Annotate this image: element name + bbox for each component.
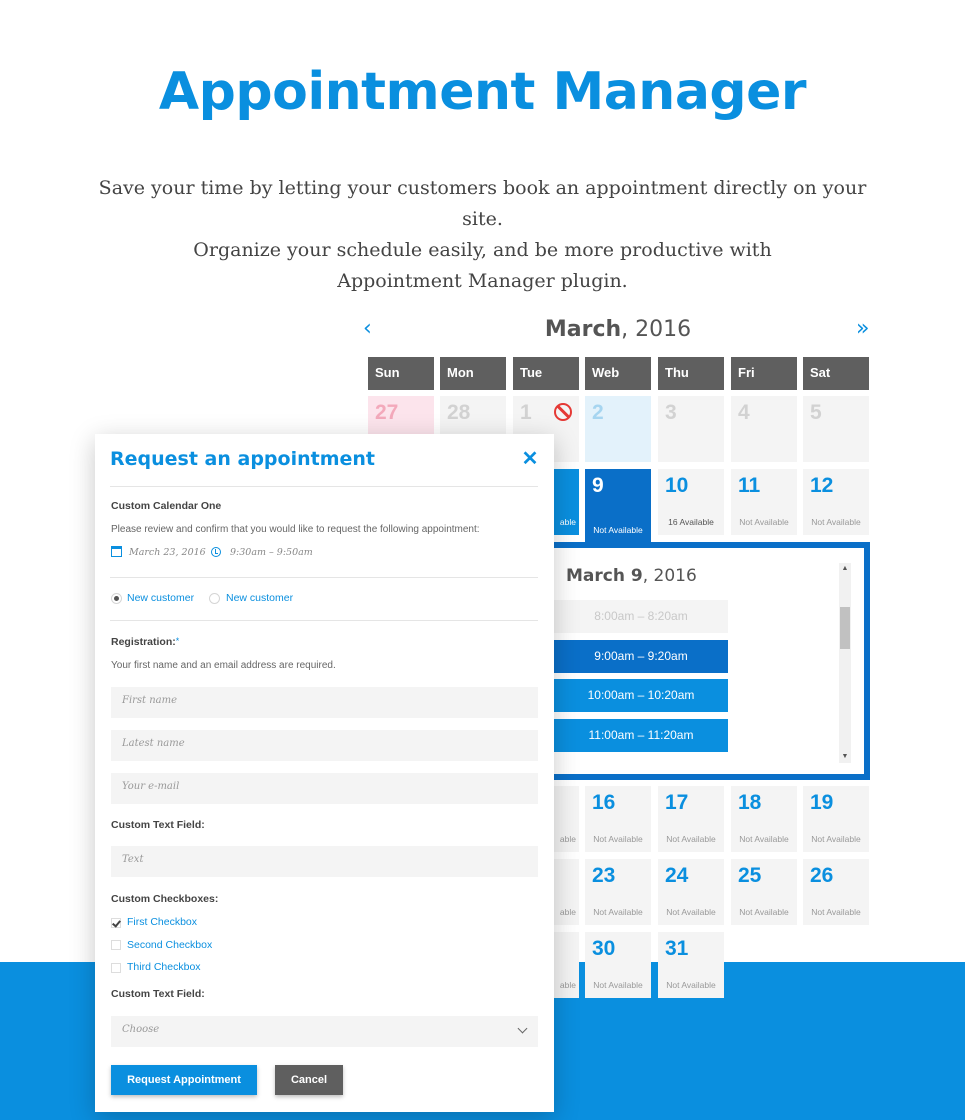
request-appointment-button[interactable]: Request Appointment [111,1065,257,1095]
request-appointment-modal: Request an appointment ✕ Custom Calendar… [95,434,554,1112]
appointment-date: March 23, 2016 [129,547,206,558]
custom-text-input[interactable]: Text [111,846,538,877]
weekday-fri: Fri [731,357,797,390]
subtitle-line-1: Save your time by letting your customers… [98,177,867,230]
email-input[interactable]: Your e-mail [111,773,538,804]
divider [110,486,538,487]
calendar-day: 3 [658,396,724,462]
cancel-button[interactable]: Cancel [275,1065,343,1095]
choose-select[interactable]: Choose [111,1016,538,1047]
select-placeholder: Choose [122,1024,160,1035]
chevron-left-icon: ‹ [363,316,372,341]
third-checkbox-label[interactable]: Third Checkbox [127,961,201,973]
weekday-wed: Web [585,357,651,390]
calendar-day[interactable]: 25 Not Available [731,859,797,925]
time-slot-active[interactable]: 9:00am – 9:20am [554,640,728,673]
calendar-day[interactable]: 11 Not Available [731,469,797,535]
custom-text-label-2: Custom Text Field: [111,988,205,1000]
calendar-day[interactable]: 19 Not Available [803,786,869,852]
calendar-day[interactable]: 16 Not Available [585,786,651,852]
chevron-down-icon [517,1023,528,1034]
first-checkbox-label[interactable]: First Checkbox [127,916,198,928]
modal-title: Request an appointment [110,448,375,470]
appointment-time: 9:30am – 9:50am [230,547,313,558]
scrollbar-thumb[interactable] [840,607,850,649]
divider [110,620,538,621]
calendar-day[interactable]: 18 Not Available [731,786,797,852]
calendar-day[interactable]: 17 Not Available [658,786,724,852]
confirm-text: Please review and confirm that you would… [111,524,480,535]
first-name-input[interactable]: First name [111,687,538,718]
calendar-day[interactable]: 26 Not Available [803,859,869,925]
slots-scrollbar[interactable]: ▲ ▼ [839,563,851,763]
time-slot: 8:00am – 8:20am [554,600,728,633]
page-title: Appointment Manager [158,62,807,122]
weekday-mon: Mon [440,357,506,390]
last-name-input[interactable]: Latest name [111,730,538,761]
registration-label: Registration:* [111,636,180,648]
time-slot[interactable]: 10:00am – 10:20am [554,679,728,712]
blocked-icon [554,403,572,421]
customer-option-1[interactable]: New customer [127,592,195,604]
calendar-day: 4 [731,396,797,462]
clock-icon [211,547,221,557]
calendar-day-selected[interactable]: 9 Not Available [585,469,651,543]
double-chevron-right-icon: » [856,316,870,341]
next-month-button[interactable]: » [856,312,869,346]
calendar-name: Custom Calendar One [111,500,222,512]
custom-text-label: Custom Text Field: [111,819,205,831]
calendar-icon [111,546,122,557]
customer-option-2[interactable]: New customer [226,592,294,604]
divider [110,577,538,578]
calendar-day[interactable]: 10 16 Available [658,469,724,535]
second-checkbox[interactable] [111,940,121,950]
weekday-sun: Sun [368,357,434,390]
subtitle-line-3: Appointment Manager plugin. [337,270,628,292]
scroll-up-icon[interactable]: ▲ [841,565,849,572]
weekday-thu: Thu [658,357,724,390]
calendar-day[interactable]: 30 Not Available [585,932,651,998]
day-panel-title: March 9, 2016 [566,566,697,586]
scroll-down-icon[interactable]: ▼ [841,753,849,760]
calendar-day[interactable]: 12 Not Available [803,469,869,535]
calendar-day[interactable]: 31 Not Available [658,932,724,998]
calendar-day-today[interactable]: 2 [585,396,651,462]
weekday-tue: Tue [513,357,579,390]
calendar-day[interactable]: 24 Not Available [658,859,724,925]
prev-month-button[interactable]: ‹ [363,312,372,346]
day-time-slots-panel: March 9, 2016 8:00am – 8:20am 9:00am – 9… [540,542,870,780]
customer-radio-1[interactable] [111,593,122,604]
calendar-day: 5 [803,396,869,462]
calendar-day[interactable]: 23 Not Available [585,859,651,925]
first-checkbox[interactable] [111,918,121,928]
time-slot[interactable]: 11:00am – 11:20am [554,719,728,752]
weekday-sat: Sat [803,357,869,390]
customer-radio-2[interactable] [209,593,220,604]
registration-note: Your first name and an email address are… [111,660,336,671]
hero-subtitle: Save your time by letting your customers… [90,173,875,297]
subtitle-line-2: Organize your schedule easily, and be mo… [193,239,772,261]
custom-checkboxes-label: Custom Checkboxes: [111,893,219,905]
third-checkbox[interactable] [111,963,121,973]
calendar-month-title: March, 2016 [544,317,692,342]
close-icon[interactable]: ✕ [521,448,539,470]
second-checkbox-label[interactable]: Second Checkbox [127,939,213,951]
